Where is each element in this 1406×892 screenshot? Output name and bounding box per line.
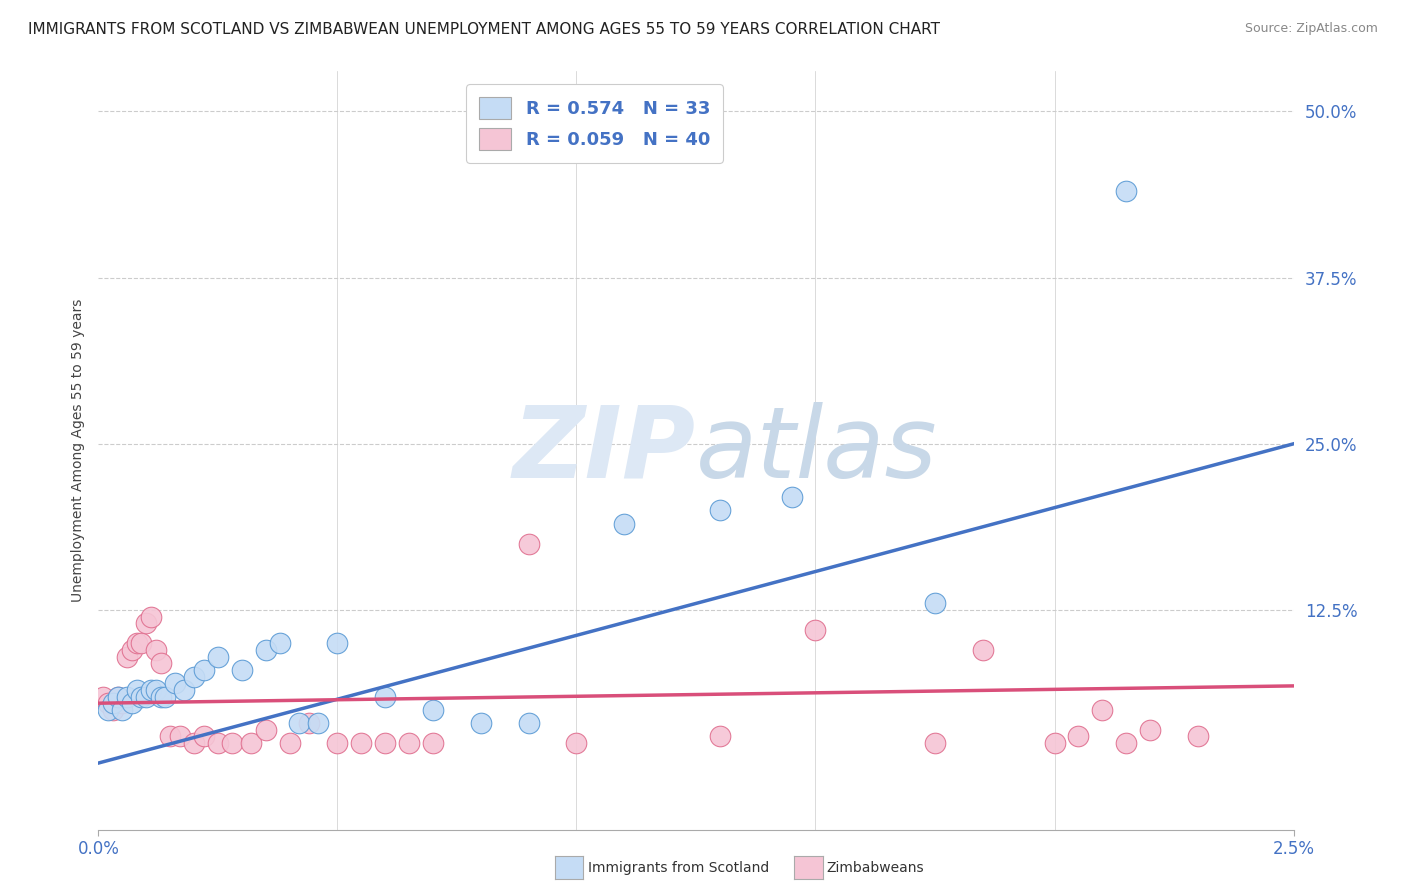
Point xyxy=(145,643,167,657)
Point xyxy=(159,730,181,744)
Point xyxy=(780,490,803,504)
Point xyxy=(131,690,153,704)
Point xyxy=(422,736,444,750)
Point xyxy=(1139,723,1161,737)
Point xyxy=(121,643,143,657)
Point xyxy=(1043,736,1066,750)
Point xyxy=(924,596,946,610)
Point xyxy=(231,663,253,677)
Point xyxy=(326,736,349,750)
Point xyxy=(97,696,120,710)
Point xyxy=(125,682,148,697)
Point xyxy=(149,690,172,704)
Point xyxy=(111,696,134,710)
Point xyxy=(135,616,157,631)
Point xyxy=(111,703,134,717)
Point xyxy=(924,736,946,750)
Text: ZIP: ZIP xyxy=(513,402,696,499)
Point xyxy=(169,730,191,744)
Point xyxy=(422,703,444,717)
Text: Immigrants from Scotland: Immigrants from Scotland xyxy=(588,861,769,875)
Point xyxy=(107,690,129,704)
Point xyxy=(207,649,229,664)
Point xyxy=(254,643,277,657)
Point xyxy=(207,736,229,750)
Point xyxy=(101,696,124,710)
Point xyxy=(254,723,277,737)
Point xyxy=(565,736,588,750)
Point xyxy=(173,682,195,697)
Point xyxy=(398,736,420,750)
Point xyxy=(470,716,492,731)
Point xyxy=(221,736,243,750)
Point xyxy=(298,716,321,731)
Point xyxy=(125,636,148,650)
Point xyxy=(1067,730,1090,744)
Point xyxy=(97,703,120,717)
Point xyxy=(131,636,153,650)
Point xyxy=(350,736,373,750)
Point xyxy=(278,736,301,750)
Text: atlas: atlas xyxy=(696,402,938,499)
Point xyxy=(374,736,396,750)
Point xyxy=(1115,184,1137,198)
Point xyxy=(183,670,205,684)
Point xyxy=(139,682,162,697)
Point xyxy=(972,643,994,657)
Point xyxy=(121,696,143,710)
Text: Source: ZipAtlas.com: Source: ZipAtlas.com xyxy=(1244,22,1378,36)
Point xyxy=(517,716,540,731)
Point xyxy=(101,703,124,717)
Point xyxy=(163,676,186,690)
Point xyxy=(288,716,311,731)
Point xyxy=(307,716,329,731)
Point xyxy=(149,657,172,671)
Point xyxy=(240,736,263,750)
Point xyxy=(326,636,349,650)
Point xyxy=(517,536,540,550)
Point xyxy=(804,623,827,637)
Point xyxy=(1115,736,1137,750)
Point xyxy=(139,609,162,624)
Point xyxy=(155,690,177,704)
Y-axis label: Unemployment Among Ages 55 to 59 years: Unemployment Among Ages 55 to 59 years xyxy=(70,299,84,602)
Point xyxy=(374,690,396,704)
Text: IMMIGRANTS FROM SCOTLAND VS ZIMBABWEAN UNEMPLOYMENT AMONG AGES 55 TO 59 YEARS CO: IMMIGRANTS FROM SCOTLAND VS ZIMBABWEAN U… xyxy=(28,22,941,37)
Text: Zimbabweans: Zimbabweans xyxy=(827,861,924,875)
Point xyxy=(193,730,215,744)
Point xyxy=(107,690,129,704)
Point xyxy=(115,690,138,704)
Point xyxy=(613,516,636,531)
Point xyxy=(709,503,731,517)
Legend: R = 0.574   N = 33, R = 0.059   N = 40: R = 0.574 N = 33, R = 0.059 N = 40 xyxy=(465,84,723,162)
Point xyxy=(91,690,114,704)
Point xyxy=(1187,730,1209,744)
Point xyxy=(1091,703,1114,717)
Point xyxy=(145,682,167,697)
Point xyxy=(269,636,291,650)
Point xyxy=(115,649,138,664)
Point xyxy=(193,663,215,677)
Point xyxy=(135,690,157,704)
Point xyxy=(709,730,731,744)
Point xyxy=(183,736,205,750)
